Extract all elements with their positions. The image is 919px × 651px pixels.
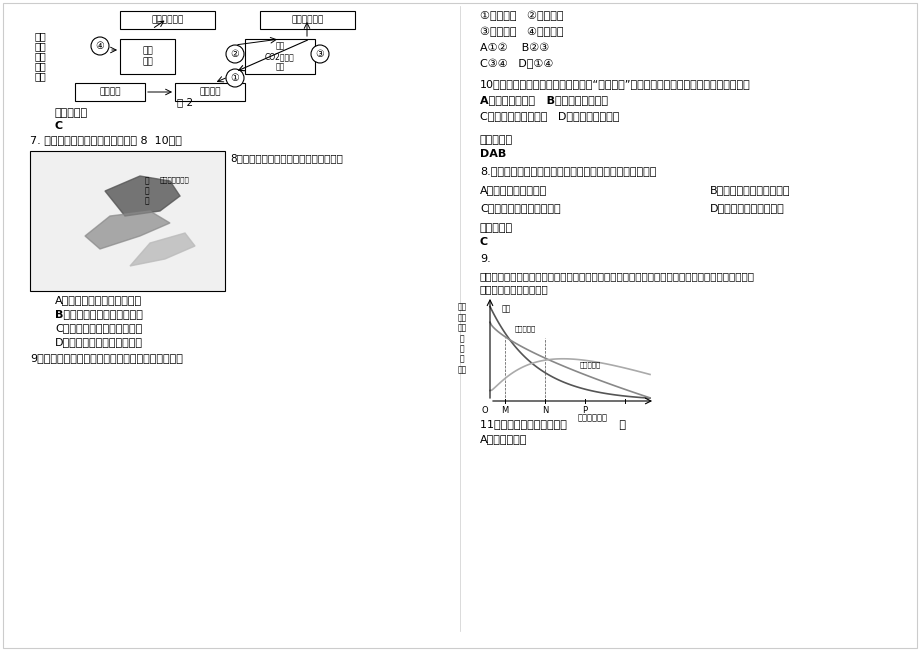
Text: B．商业区、住宅区、工业区: B．商业区、住宅区、工业区 [55,309,142,319]
Text: ③: ③ [315,49,324,59]
FancyBboxPatch shape [75,83,145,101]
Text: ①地租水平   ②收入差异: ①地租水平 ②收入差异 [480,11,563,21]
Text: 8.我国北方住宅区的楼房间距理论上应该比南方宽，理由是: 8.我国北方住宅区的楼房间距理论上应该比南方宽，理由是 [480,166,655,176]
Text: 地面增温: 地面增温 [199,87,221,96]
Text: A①②    B②③: A①② B②③ [480,43,549,53]
Text: C③④   D．①④: C③④ D．①④ [480,59,552,70]
Text: 8．图中甲、乙、丙代表的功能区分别是: 8．图中甲、乙、丙代表的功能区分别是 [230,153,343,163]
Text: A原料导向型工业   B．技术导向型工业: A原料导向型工业 B．技术导向型工业 [480,95,607,105]
Text: 图 2: 图 2 [176,97,193,107]
Text: P: P [582,406,587,415]
Text: 7. 读香港城市土地利用简图，回答 8  10题。: 7. 读香港城市土地利用简图，回答 8 10题。 [30,135,182,145]
Text: ④: ④ [96,41,104,51]
Text: 曲线图，完成下列小题。: 曲线图，完成下列小题。 [480,284,548,294]
Text: 香港土地利用图: 香港土地利用图 [160,176,189,183]
Text: B．北方冬季白昼时间更长: B．北方冬季白昼时间更长 [709,185,789,195]
Text: 11．该商业企业最可能是（               ）: 11．该商业企业最可能是（ ） [480,419,625,429]
Text: 大气: 大气 [35,31,47,41]
Text: 作用: 作用 [35,71,47,81]
Text: 参考答案：: 参考答案： [480,223,513,233]
Text: C．北方正午太阳高度角小: C．北方正午太阳高度角小 [480,203,560,213]
Text: 参考答案：: 参考答案： [55,108,88,118]
Text: D．住宅区、工业区、商业区: D．住宅区、工业区、商业区 [55,337,142,347]
Text: C．工业区、商业区、住宅区: C．工业区、商业区、住宅区 [55,323,142,333]
Circle shape [311,45,329,63]
Text: M: M [501,406,508,415]
Text: 与市中心距离: 与市中心距离 [577,413,607,422]
Text: 付租前利润: 付租前利润 [514,326,535,332]
Text: C．劳动力导向型工业   D．动力导向型工业: C．劳动力导向型工业 D．动力导向型工业 [480,111,618,121]
Text: 付租后利润: 付租后利润 [579,361,600,368]
Polygon shape [85,211,170,249]
Text: 面的: 面的 [35,51,47,61]
Text: 射向宇宙空间: 射向宇宙空间 [291,16,323,25]
FancyBboxPatch shape [260,11,355,29]
Text: C: C [480,237,488,247]
Text: 最佳的商业区位能使付租后净利润达到最大。读图某商业企业的地租、付租前利润与市中心距离关系: 最佳的商业区位能使付租后净利润达到最大。读图某商业企业的地租、付租前利润与市中心… [480,271,754,281]
Text: A．建材批发业: A．建材批发业 [480,434,527,444]
FancyBboxPatch shape [175,83,244,101]
Text: （地
租）
（付
租
前
利
润）: （地 租） （付 租 前 利 润） [457,303,466,374]
Text: 保温: 保温 [35,61,47,71]
FancyBboxPatch shape [30,151,225,291]
Text: A．商业区、工业区、住宅区: A．商业区、工业区、住宅区 [55,295,142,305]
Text: DAB: DAB [480,149,505,159]
Text: 地面吸收: 地面吸收 [99,87,120,96]
FancyBboxPatch shape [119,39,175,74]
Text: C: C [55,121,63,131]
Polygon shape [130,233,195,266]
Text: 9.: 9. [480,254,490,264]
Circle shape [91,37,108,55]
Circle shape [226,45,244,63]
Text: A．北方地形平坦开阔: A．北方地形平坦开阔 [480,185,547,195]
Circle shape [226,69,244,87]
FancyBboxPatch shape [244,39,314,74]
Text: 对地: 对地 [35,41,47,51]
Text: O: O [482,406,488,415]
Text: D．南方气候更温暖湿润: D．南方气候更温暖湿润 [709,203,784,213]
Text: 9．对香港城市功能区的形成影响最大的两个因素是: 9．对香港城市功能区的形成影响最大的两个因素是 [30,353,183,363]
Text: 地租: 地租 [502,304,511,313]
Text: N: N [541,406,548,415]
Text: 10．香港地狭人稠，与珠三角形成了“前店后厂”分工模式。目前香港工业主要发展方向是: 10．香港地狭人稠，与珠三角形成了“前店后厂”分工模式。目前香港工业主要发展方向… [480,79,750,89]
Text: ②: ② [231,49,239,59]
Text: 大气
吸收: 大气 吸收 [142,47,153,66]
Text: 甲
乙
丙: 甲 乙 丙 [145,176,150,206]
Text: ③地域文化   ④宗教信仰: ③地域文化 ④宗教信仰 [480,27,563,37]
Text: ①: ① [231,73,239,83]
FancyBboxPatch shape [119,11,215,29]
Polygon shape [105,176,180,216]
Text: 射向宇宙空间: 射向宇宙空间 [152,16,184,25]
Text: 大气
CO2、水汽
吸收: 大气 CO2、水汽 吸收 [265,42,295,72]
Text: 参考答案：: 参考答案： [480,135,513,145]
